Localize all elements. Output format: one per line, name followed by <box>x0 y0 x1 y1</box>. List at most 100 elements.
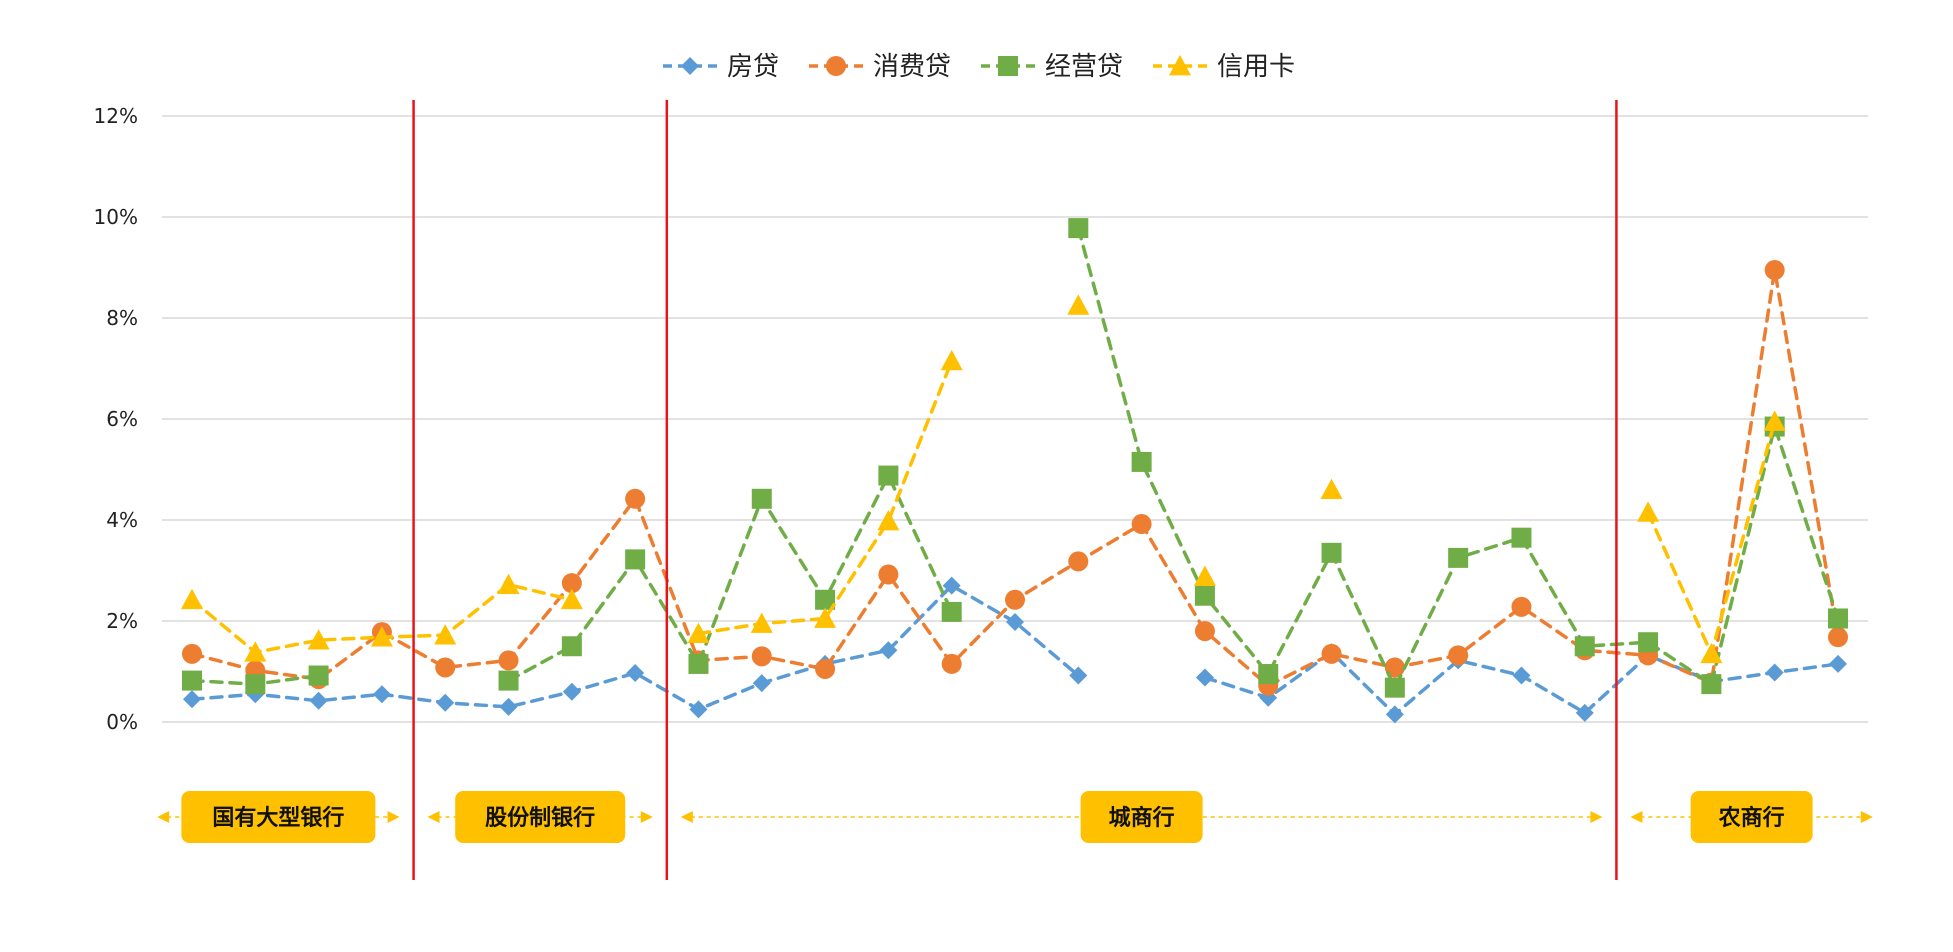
data-point-2 <box>751 488 772 509</box>
data-point-0 <box>879 641 898 660</box>
data-point-2 <box>182 670 202 691</box>
data-point-3 <box>181 588 203 610</box>
group-arrow-right <box>1590 811 1603 823</box>
data-point-1 <box>561 573 582 594</box>
data-point-1 <box>941 653 962 674</box>
data-point-0 <box>1385 705 1404 724</box>
group-arrow-right <box>1860 811 1873 823</box>
data-point-1 <box>751 646 772 667</box>
data-point-0 <box>1069 666 1088 685</box>
data-point-2 <box>1638 632 1659 653</box>
data-point-1 <box>1194 621 1215 642</box>
data-point-0 <box>1829 654 1847 673</box>
data-point-1 <box>1828 627 1848 648</box>
data-point-3 <box>687 622 710 643</box>
legend-label: 经营贷 <box>1045 52 1123 82</box>
data-point-legend-3 <box>1169 55 1191 76</box>
y-tick-label: 6% <box>106 407 138 431</box>
data-point-3 <box>814 607 837 628</box>
data-point-2 <box>1574 636 1595 657</box>
data-point-3 <box>307 629 330 650</box>
data-point-2 <box>1511 527 1532 548</box>
data-point-0 <box>436 693 455 712</box>
data-point-3 <box>497 573 520 594</box>
series-line <box>506 471 954 683</box>
data-point-0 <box>562 682 581 701</box>
group-arrow-left <box>1630 811 1643 823</box>
data-point-1 <box>182 643 202 664</box>
y-tick-label: 2% <box>106 609 138 633</box>
data-point-0 <box>309 691 328 710</box>
group-arrow-left <box>680 811 693 823</box>
series-layer <box>181 218 1848 724</box>
data-point-0 <box>1575 703 1594 722</box>
data-point-0 <box>689 700 708 719</box>
data-point-2 <box>1258 664 1279 685</box>
group-label-1: 股份制银行 <box>427 791 653 843</box>
data-point-0 <box>1195 668 1214 687</box>
data-point-0 <box>499 697 518 716</box>
data-point-1 <box>1764 260 1785 281</box>
data-point-0 <box>183 690 201 709</box>
data-point-0 <box>942 576 961 595</box>
data-point-3 <box>434 624 457 645</box>
data-point-2 <box>1828 608 1848 629</box>
data-point-1 <box>1131 514 1152 535</box>
data-point-3 <box>940 349 963 371</box>
data-point-0 <box>626 664 645 683</box>
legend-label: 消费贷 <box>873 52 951 82</box>
series-line <box>696 359 954 636</box>
y-tick-label: 10% <box>94 205 138 229</box>
legend-label: 房贷 <box>727 52 779 82</box>
data-point-1 <box>498 650 519 671</box>
data-point-1 <box>1321 643 1342 664</box>
data-point-3 <box>1700 642 1723 664</box>
data-point-3 <box>1193 565 1216 586</box>
data-point-3 <box>370 626 393 647</box>
data-point-3 <box>877 510 900 531</box>
group-arrow-left <box>157 811 170 823</box>
series-line <box>1646 419 1777 660</box>
group-badge <box>1690 791 1813 843</box>
data-point-2 <box>308 665 329 686</box>
data-point-2 <box>625 549 646 570</box>
data-point-2 <box>1384 677 1405 698</box>
data-point-3 <box>1763 410 1786 431</box>
data-point-legend-1 <box>826 56 846 76</box>
data-point-2 <box>1321 542 1342 563</box>
group-badge <box>181 791 376 843</box>
data-point-2 <box>1448 547 1469 568</box>
group-badge <box>1080 791 1203 843</box>
group-badge-text: 股份制银行 <box>485 805 595 831</box>
group-labels: 国有大型银行 股份制银行 城商行 农商行 <box>157 791 1873 843</box>
data-point-legend-0 <box>681 57 699 75</box>
group-arrow-right <box>640 811 653 823</box>
legend: 房贷 消费贷 经营贷 信用卡 <box>663 52 1295 82</box>
data-point-0 <box>752 674 771 693</box>
data-point-2 <box>245 674 266 695</box>
data-point-1 <box>1068 551 1089 572</box>
data-point-1 <box>1448 645 1469 666</box>
group-label-0: 国有大型银行 <box>157 791 400 843</box>
series-line <box>1076 226 1840 692</box>
data-point-2 <box>561 636 582 657</box>
data-point-3 <box>244 641 267 662</box>
data-point-legend-2 <box>998 56 1018 76</box>
data-point-3 <box>1320 478 1343 500</box>
y-tick-label: 0% <box>106 710 138 734</box>
series-1 <box>182 260 1848 696</box>
legend-item-3: 信用卡 <box>1153 52 1295 82</box>
data-point-0 <box>1512 666 1531 685</box>
data-point-1 <box>1005 589 1025 610</box>
data-point-0 <box>1765 663 1784 682</box>
data-point-1 <box>625 488 646 509</box>
data-point-2 <box>878 465 899 486</box>
data-point-3 <box>1637 501 1660 522</box>
group-label-2: 城商行 <box>680 791 1603 843</box>
group-badge-text: 城商行 <box>1109 805 1175 831</box>
data-point-2 <box>815 589 836 610</box>
data-point-3 <box>560 588 583 610</box>
data-point-2 <box>941 601 962 622</box>
